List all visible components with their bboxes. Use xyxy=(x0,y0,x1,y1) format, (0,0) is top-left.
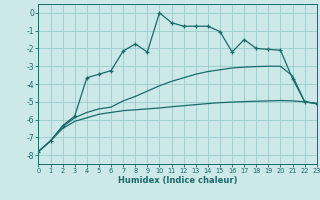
X-axis label: Humidex (Indice chaleur): Humidex (Indice chaleur) xyxy=(118,176,237,185)
